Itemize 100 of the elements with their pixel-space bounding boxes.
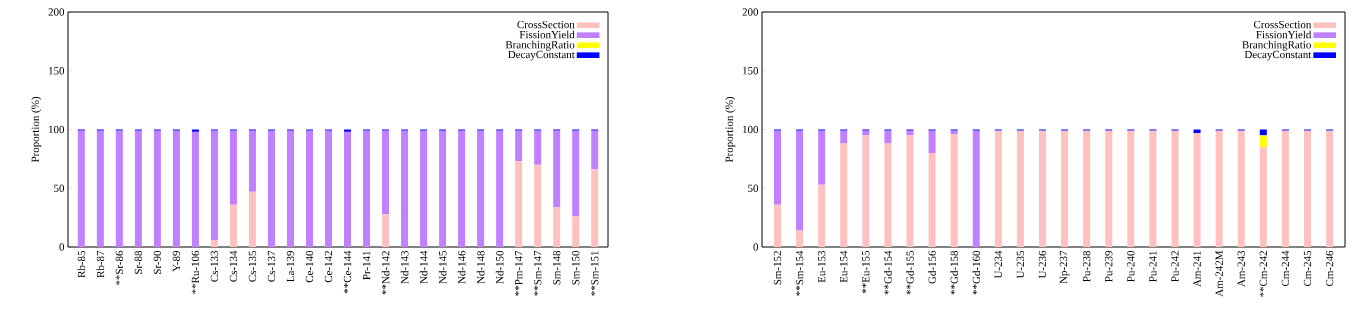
bar: [1061, 130, 1069, 247]
bar: [972, 130, 980, 247]
x-tick-label: Nd-143: [400, 250, 409, 284]
x-tick-label: Nd-148: [476, 250, 485, 284]
x-tick-label: **Sm-147: [533, 250, 542, 296]
bar: [515, 130, 523, 162]
bar: [191, 131, 199, 247]
bar: [591, 130, 599, 170]
legend-label: CrossSection: [1253, 20, 1312, 29]
legend-label: FissionYield: [519, 30, 575, 39]
x-tick-label: Sm-150: [572, 250, 580, 285]
bar: [248, 191, 256, 247]
bar: [994, 130, 1002, 247]
bar: [267, 130, 275, 247]
x-tick-label: U-235: [1016, 250, 1025, 279]
bar: [1215, 130, 1223, 247]
bar: [862, 135, 870, 247]
bar: [172, 130, 180, 247]
bar: [1105, 130, 1113, 247]
bar: [572, 130, 580, 217]
legend-label: FissionYield: [1256, 30, 1312, 39]
bar: [840, 130, 848, 144]
x-tick-label: Pu-242: [1171, 251, 1179, 282]
y-tick-label: 200: [48, 8, 65, 16]
bar: [773, 130, 781, 205]
x-tick-label: Pr-141: [362, 251, 371, 280]
x-tick-label: Ce-142: [324, 251, 333, 283]
bar: [534, 130, 542, 165]
bar: [305, 130, 313, 247]
x-tick-label: Rb-87: [96, 250, 105, 278]
x-tick-label: **Gd-154: [884, 250, 892, 295]
x-tick-label: La-139: [286, 250, 295, 282]
bar: [928, 153, 936, 247]
bar: [1303, 130, 1311, 247]
bar: [928, 130, 936, 153]
x-tick-label: **Gd-160: [972, 250, 981, 295]
x-tick-label: Cs-134: [229, 250, 238, 282]
x-tick-label: Nd-145: [438, 250, 447, 284]
x-tick-label: Eu-154: [840, 250, 848, 283]
x-tick-label: Am-242M: [1215, 250, 1223, 297]
bar: [553, 207, 561, 247]
bar: [950, 134, 958, 247]
bar: [77, 130, 85, 247]
x-tick-label: Eu-153: [817, 250, 826, 283]
bar: [553, 130, 561, 208]
bar: [286, 130, 294, 247]
bar: [363, 130, 371, 247]
x-tick-label: Cs-133: [210, 250, 219, 282]
x-tick-label: Sm-148: [552, 250, 561, 285]
legend-label: BranchingRatio: [505, 40, 575, 51]
bar: [1193, 133, 1201, 247]
x-tick-label: **Nd-142: [381, 251, 390, 295]
bar: [229, 130, 237, 205]
x-tick-label: Np-237: [1059, 250, 1070, 284]
x-tick-label: Pu-241: [1149, 251, 1157, 282]
bar: [248, 130, 256, 192]
y-tick-label: 200: [742, 8, 759, 16]
bar: [884, 130, 892, 144]
y-tick-label: 50: [748, 184, 759, 192]
bar: [210, 239, 218, 247]
x-tick-label: Am-243: [1237, 250, 1245, 287]
y-tick-label: 50: [54, 184, 65, 192]
x-tick-label: Cm-246: [1325, 250, 1334, 286]
bar: [325, 130, 333, 247]
x-tick-label: **Ru-106: [191, 250, 200, 294]
bar: [96, 130, 104, 247]
bar: [382, 130, 390, 215]
x-tick-label: **Gd-158: [950, 250, 959, 295]
bar: [458, 130, 466, 247]
x-tick-label: Cm-245: [1303, 250, 1312, 286]
bar: [420, 130, 428, 247]
bar: [1237, 130, 1245, 247]
x-tick-label: Sr-88: [134, 250, 143, 274]
y-tick-label: 150: [743, 67, 759, 75]
x-tick-label: **Ce-144: [343, 250, 352, 294]
bar: [840, 143, 848, 247]
y-axis-title: Proportion (%): [31, 96, 42, 163]
bar: [818, 184, 826, 247]
bar: [1016, 130, 1024, 247]
bar: [134, 130, 142, 247]
bar: [1259, 135, 1267, 148]
legend-label: CrossSection: [517, 20, 575, 29]
y-tick-label: 0: [753, 243, 759, 251]
x-tick-label: **Pm-147: [515, 250, 523, 296]
bar: [477, 130, 485, 247]
bar: [796, 130, 804, 231]
legend-label: DecayConstant: [1244, 50, 1312, 61]
bar: [1038, 130, 1046, 247]
x-tick-label: Pu-239: [1105, 250, 1113, 282]
x-tick-label: Pu-238: [1082, 250, 1091, 282]
bar: [344, 131, 352, 247]
bar: [1127, 130, 1135, 247]
bar: [773, 204, 781, 247]
y-tick-label: 100: [743, 125, 759, 134]
x-tick-label: U-236: [1038, 250, 1047, 279]
legend-label: DecayConstant: [508, 50, 575, 61]
bar: [1171, 130, 1179, 247]
x-tick-label: **Sm-154: [795, 250, 804, 296]
bar: [1326, 130, 1334, 247]
bar: [382, 214, 390, 247]
